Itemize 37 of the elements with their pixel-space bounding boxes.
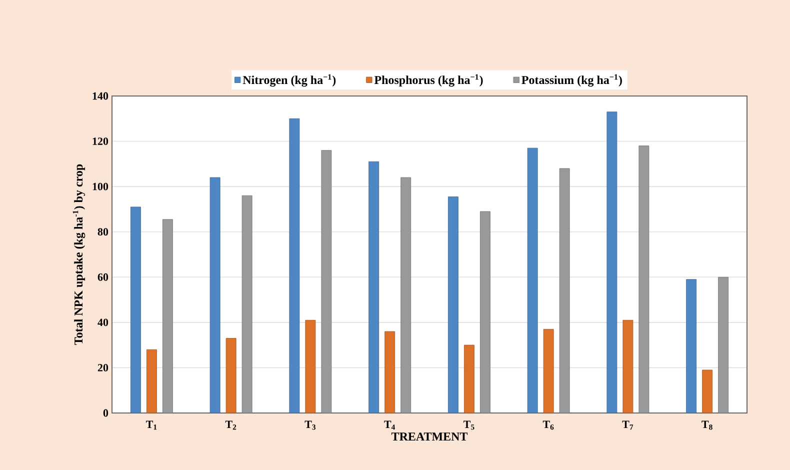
y-tick-label: 60 — [98, 273, 108, 281]
legend-label: Phosphorus (kg ha$^{−1}$) — [374, 74, 483, 87]
bar — [210, 177, 220, 414]
bar — [146, 349, 157, 414]
y-tick-label: 20 — [98, 364, 108, 372]
x-tick-label: T$_{2}$ — [225, 420, 236, 430]
x-tick-label: T$_{3}$ — [304, 420, 316, 430]
bar — [289, 118, 300, 414]
y-axis-title: Total NPK uptake (kg ha$^{-1}$) by crop — [72, 164, 86, 345]
y-tick-label: 0 — [103, 409, 108, 417]
legend-label: Potassium (kg ha$^{−1}$) — [522, 74, 622, 87]
bar — [384, 331, 396, 414]
bar — [702, 370, 713, 414]
x-tick-label: T$_{8}$ — [702, 420, 712, 430]
y-tick-label: 140 — [92, 92, 108, 100]
bar — [527, 148, 538, 414]
y-tick-label: 120 — [92, 138, 108, 145]
x-tick-label: T$_{5}$ — [464, 420, 474, 430]
y-tick-label: 40 — [98, 318, 108, 326]
bar — [368, 161, 380, 414]
x-tick-label: T$_{6}$ — [542, 420, 554, 430]
x-axis-title: TREATMENT — [391, 432, 468, 440]
x-tick-label: T$_{4}$ — [384, 420, 396, 430]
bar — [464, 344, 474, 414]
legend-label: Nitrogen (kg ha$^{−1}$) — [242, 74, 336, 87]
bar — [622, 320, 634, 414]
y-tick-label: 100 — [92, 182, 108, 190]
bar — [226, 338, 236, 414]
y-tick-label: 80 — [98, 228, 108, 236]
x-tick-label: T$_{1}$ — [146, 420, 157, 430]
bar — [686, 279, 697, 414]
bar — [543, 329, 554, 414]
bar — [305, 320, 316, 414]
bar — [448, 196, 458, 414]
x-tick-label: T$_{7}$ — [622, 420, 634, 430]
bar — [130, 206, 141, 414]
bar — [606, 112, 618, 414]
